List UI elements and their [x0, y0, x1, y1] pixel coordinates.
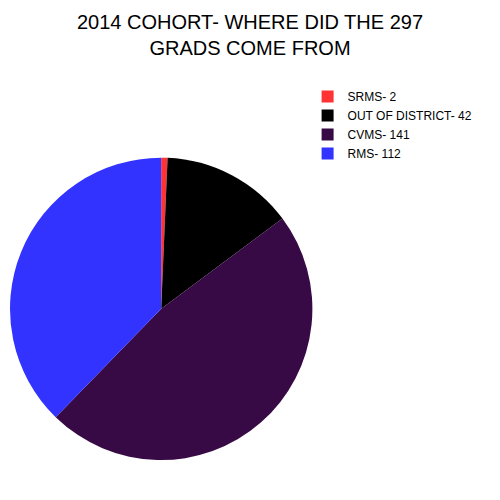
svg-text:CVMS- 141: CVMS- 141 [348, 128, 410, 142]
svg-text:RMS- 112: RMS- 112 [348, 147, 401, 161]
svg-text:OUT OF DISTRICT- 42: OUT OF DISTRICT- 42 [348, 109, 472, 123]
svg-text:SRMS- 2: SRMS- 2 [348, 90, 397, 104]
svg-text:2014 COHORT- WHERE DID THE 297: 2014 COHORT- WHERE DID THE 297GRADS COME… [77, 11, 423, 59]
